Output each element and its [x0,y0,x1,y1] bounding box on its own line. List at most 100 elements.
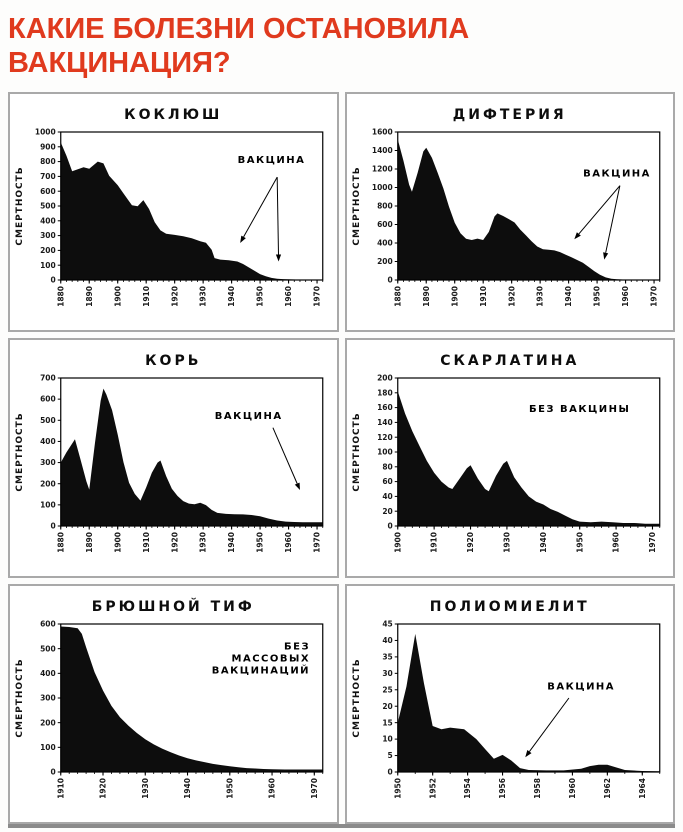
x-tick-label: 1900 [393,532,402,553]
area-chart-polio: 0 5 10 15 20 25 30 35 40 45 1950 1952 1954 1956 1958 19… [351,620,660,799]
x-tick-label: 1960 [284,532,293,553]
y-tick-label: 500 [40,202,56,211]
annotation-arrow [528,697,569,752]
y-tick-label: 30 [382,669,392,678]
chart-panel-measles: КОРЬ 0 100 200 300 400 500 600 700 1880 1890 1900 1… [8,338,339,578]
chart-title: ДИФТЕРИЯ [452,107,567,123]
y-tick-label: 20 [382,507,392,516]
y-tick-label: 60 [382,477,392,486]
y-tick-label: 700 [40,172,56,181]
x-tick-label: 1960 [284,286,293,307]
y-tick-label: 300 [40,694,56,703]
y-tick-label: 10 [382,735,392,744]
y-tick-label: 200 [40,246,56,255]
x-tick-label: 1900 [450,286,459,307]
annotation-label: ВАКЦИНА [547,681,615,692]
annotation-arrowhead [240,235,246,243]
chart-title: БРЮШНОЙ ТИФ [91,599,255,615]
annotation-arrow [272,427,298,484]
y-axis-label: СМЕРТНОСТЬ [351,412,361,491]
x-tick-label: 1956 [498,778,507,799]
y-tick-label: 40 [382,492,392,501]
area-series [397,139,660,280]
y-tick-label: 800 [40,157,56,166]
x-tick-label: 1952 [428,778,437,799]
x-tick-label: 1930 [199,532,208,553]
annotation-label: ВАКЦИНАЦИЙ [212,664,310,677]
x-tick-label: 1880 [393,286,402,307]
y-tick-label: 160 [377,403,393,412]
x-tick-label: 1954 [463,778,472,799]
x-tick-label: 1970 [313,532,322,553]
x-tick-label: 1910 [142,532,151,553]
y-tick-label: 35 [382,652,392,661]
y-tick-label: 0 [51,276,56,285]
y-tick-label: 0 [387,768,392,777]
x-tick-label: 1940 [227,286,236,307]
x-tick-label: 1970 [313,286,322,307]
x-tick-label: 1930 [141,778,150,799]
y-tick-label: 600 [40,395,56,404]
y-tick-label: 100 [377,448,393,457]
x-tick-label: 1940 [538,532,547,553]
x-tick-label: 1880 [56,286,65,307]
annotation-arrowhead [602,252,608,260]
y-tick-label: 200 [377,374,393,383]
y-tick-label: 400 [40,216,56,225]
y-tick-label: 0 [51,768,56,777]
annotation-label: БЕЗ ВАКЦИНЫ [528,404,629,415]
y-tick-label: 15 [382,718,392,727]
y-tick-label: 1000 [35,128,56,137]
x-tick-label: 1950 [225,778,234,799]
x-tick-label: 1930 [199,286,208,307]
annotation-arrow [577,185,620,235]
y-tick-label: 100 [40,743,56,752]
x-tick-label: 1900 [113,286,122,307]
x-tick-label: 1962 [602,778,611,799]
area-chart-typhoid: 0 100 200 300 400 500 600 1910 1920 1930 1940 1950 1… [15,620,324,799]
chart-title: КОРЬ [145,353,202,369]
x-tick-label: 1910 [478,286,487,307]
y-tick-label: 180 [377,388,393,397]
chart-title: КОКЛЮШ [124,107,223,123]
y-tick-label: 400 [40,437,56,446]
y-tick-label: 20 [382,702,392,711]
x-tick-label: 1960 [568,778,577,799]
x-tick-label: 1920 [466,532,475,553]
x-tick-label: 1910 [142,286,151,307]
y-tick-label: 600 [40,620,56,629]
y-tick-label: 1200 [371,165,392,174]
annotation-arrowhead [294,482,300,491]
x-tick-label: 1950 [256,532,265,553]
y-tick-label: 0 [387,522,392,531]
area-series [397,633,660,772]
x-tick-label: 1950 [592,286,601,307]
x-tick-label: 1890 [85,286,94,307]
x-tick-label: 1970 [310,778,319,799]
x-tick-label: 1880 [56,532,65,553]
chart-title: СКАРЛАТИНА [440,353,580,369]
y-tick-label: 140 [377,418,393,427]
y-tick-label: 700 [40,374,56,383]
y-tick-label: 200 [377,257,393,266]
y-tick-label: 25 [382,685,392,694]
area-chart-diphtheria: 0 200 400 600 800 1000 1200 1400 1600 1880 1890 190… [351,128,660,307]
y-tick-label: 400 [40,669,56,678]
x-tick-label: 1960 [268,778,277,799]
chart-panel-diphtheria: ДИФТЕРИЯ 0 200 400 600 800 1000 1200 1400 1600 18… [344,92,675,332]
annotation-arrowhead [573,232,581,240]
y-tick-label: 80 [382,462,392,471]
chart-panel-scarlet-fever: СКАРЛАТИНА 0 20 40 60 80 100 120 140 160 180 200 19… [344,338,675,578]
y-tick-label: 400 [377,239,393,248]
x-tick-label: 1940 [564,286,573,307]
y-tick-label: 100 [40,261,56,270]
x-tick-label: 1930 [502,532,511,553]
y-tick-label: 300 [40,231,56,240]
y-tick-label: 1400 [371,146,392,155]
annotation-label: ВАКЦИНА [215,411,283,422]
y-tick-label: 120 [377,433,393,442]
area-series [60,626,323,772]
x-tick-label: 1960 [611,532,620,553]
y-tick-label: 40 [382,636,392,645]
chart-panel-typhoid: БРЮШНОЙ ТИФ 0 100 200 300 400 500 600 1910 1920 1… [8,584,339,824]
